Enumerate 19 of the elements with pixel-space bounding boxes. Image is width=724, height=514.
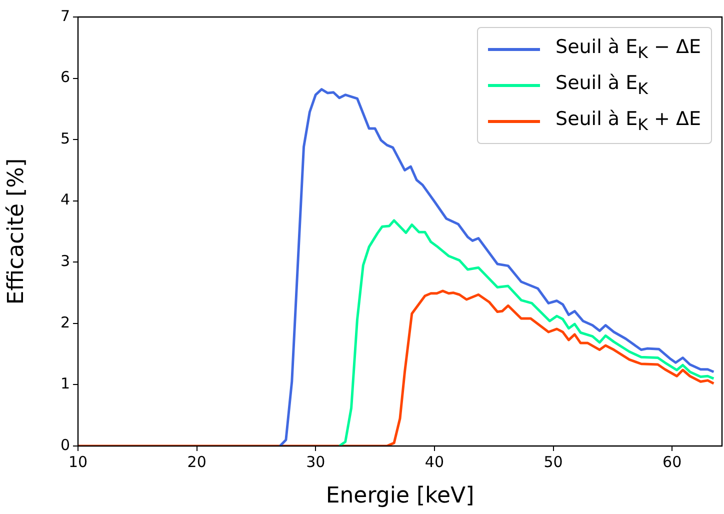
x-tick-label: 10: [68, 452, 88, 471]
y-tick-label: 5: [60, 129, 70, 148]
y-tick-label: 4: [60, 190, 70, 209]
y-tick-label: 6: [60, 68, 70, 86]
x-tick-label: 50: [544, 452, 563, 471]
y-tick-label: 3: [60, 252, 70, 270]
y-tick-label: 0: [60, 436, 70, 454]
y-axis-title: Efficacité [%]: [4, 158, 29, 305]
x-axis-title: Energie [keV]: [326, 484, 474, 509]
x-tick-label: 30: [306, 452, 326, 471]
legend-label: Seuil à E$_{K}$: [556, 70, 648, 100]
y-tick-label: 2: [60, 313, 70, 332]
x-tick-label: 40: [424, 452, 444, 471]
x-tick-label: 20: [187, 452, 206, 471]
legend-label: Seuil à E$_{K}$ − ΔE: [556, 35, 701, 64]
y-tick-label: 1: [60, 374, 70, 393]
legend-label: Seuil à E$_{K}$ + ΔE: [556, 106, 701, 136]
y-tick-label: 7: [60, 6, 70, 25]
x-tick-label: 60: [662, 452, 682, 471]
